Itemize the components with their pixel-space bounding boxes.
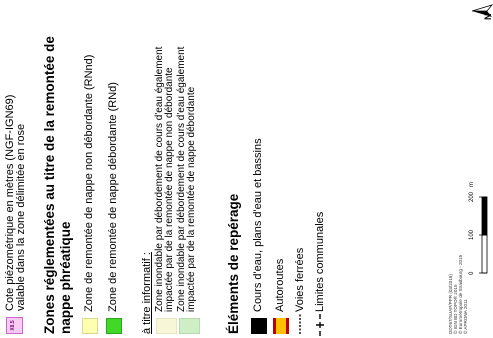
scale-unit: m bbox=[469, 182, 475, 187]
north-label: N bbox=[483, 13, 493, 21]
informatif-heading-text: à titre informatif : bbox=[141, 252, 153, 334]
railway-label: Voies ferrées bbox=[294, 247, 306, 312]
piezo-badge: X8.5 bbox=[10, 320, 16, 331]
reperage-title: Éléments de repérage bbox=[226, 193, 241, 334]
informatif-swatch-nd bbox=[156, 318, 177, 334]
water-label: Cours d'eau, plans d'eau et bassins bbox=[252, 138, 264, 312]
scale-tick-0: 0 bbox=[469, 271, 475, 275]
motorway-swatch bbox=[273, 318, 289, 334]
north-arrow-icon bbox=[472, 4, 493, 17]
rnnd-swatch bbox=[82, 318, 98, 334]
informatif-nd-line2: impactée par de la remontée de nappe non… bbox=[164, 67, 175, 312]
scale-tick-100: 100 bbox=[469, 229, 475, 240]
section-nappe-title-line2: nappe phréatique bbox=[58, 221, 73, 334]
scale-bar bbox=[479, 196, 488, 274]
water-swatch bbox=[251, 318, 267, 334]
piezo-text-line2: valable dans la zone délimitée en rose bbox=[15, 123, 27, 311]
informatif-swatch-d bbox=[179, 318, 200, 334]
credit-line4: © APRONA 2011 bbox=[463, 299, 468, 334]
rnnd-label: Zone de remontée de nappe non débordante… bbox=[83, 54, 95, 312]
motorway-label: Autoroutes bbox=[274, 258, 286, 312]
informatif-heading: à titre informatif : bbox=[141, 252, 153, 334]
piezo-swatch: X8.5 bbox=[6, 317, 23, 334]
informatif-d-line2: impactée par de la remontée de nappe déb… bbox=[186, 86, 197, 312]
section-nappe-title-line1: Zones réglementées au titre de la remont… bbox=[42, 36, 57, 334]
rnd-swatch bbox=[106, 318, 122, 334]
commune-boundary-symbol bbox=[316, 314, 324, 336]
scale-tick-200: 200 bbox=[469, 191, 475, 202]
rnd-label: Zone de remontée de nappe débordante (RN… bbox=[107, 82, 119, 312]
commune-boundary-label: Limites communales bbox=[314, 211, 326, 312]
railway-symbol bbox=[299, 314, 301, 334]
